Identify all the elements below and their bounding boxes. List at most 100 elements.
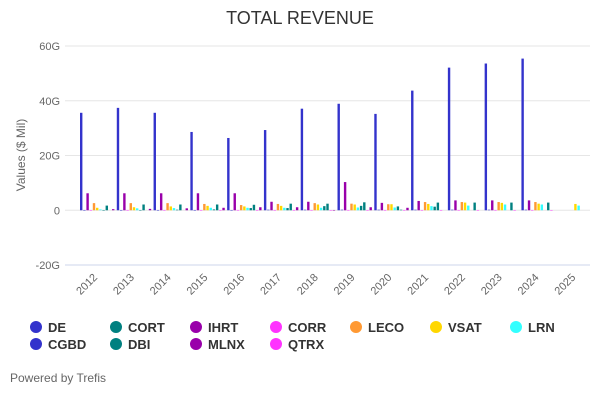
bar-qtrx-2018 <box>329 209 332 211</box>
bar-de-2020 <box>374 113 377 211</box>
bar-mlnx-2016 <box>259 207 262 211</box>
x-tick-label: 2020 <box>369 272 395 298</box>
bar-de-2018 <box>300 108 304 211</box>
x-tick-label: 2019 <box>332 272 358 298</box>
legend-item-vsat[interactable]: VSAT <box>430 320 482 335</box>
bar-dbi-2019 <box>359 205 363 211</box>
bar-dbi-2013 <box>139 209 142 211</box>
bar-vsat-2013 <box>132 207 136 211</box>
bar-cgbd-2019 <box>340 209 344 211</box>
bar-cort-2021 <box>436 202 440 211</box>
legend-marker-icon <box>510 321 522 333</box>
bar-leco-2016 <box>239 205 243 211</box>
bar-vsat-2018 <box>316 204 320 211</box>
legend-item-qtrx[interactable]: QTRX <box>270 337 324 352</box>
bar-lrn-2014 <box>172 208 176 211</box>
bar-cgbd-2020 <box>377 209 380 211</box>
bar-ihrt-2019 <box>343 182 347 211</box>
bar-de-2012 <box>80 112 83 211</box>
bar-cort-2013 <box>142 204 145 211</box>
legend-item-lrn[interactable]: LRN <box>510 320 555 335</box>
y-tick-label: 60G <box>39 41 60 53</box>
bar-leco-2018 <box>313 203 316 211</box>
bar-corr-2021 <box>420 209 424 211</box>
bar-cgbd-2021 <box>414 209 417 211</box>
bar-lrn-2025 <box>577 205 580 211</box>
bar-cgbd-2015 <box>193 209 196 211</box>
bar-lrn-2012 <box>99 209 102 211</box>
bar-cgbd-2013 <box>119 209 123 211</box>
bar-vsat-2020 <box>390 204 393 211</box>
bar-ihrt-2024 <box>527 200 531 211</box>
bar-de-2016 <box>227 137 230 211</box>
bar-lrn-2016 <box>246 207 249 211</box>
bar-dbi-2020 <box>396 206 400 211</box>
bar-vsat-2014 <box>169 206 172 211</box>
x-tick-label: 2021 <box>405 272 431 298</box>
legend-label: DE <box>48 320 67 335</box>
bar-mlnx-2015 <box>222 207 225 211</box>
bar-vsat-2019 <box>353 204 356 211</box>
legend-marker-icon <box>110 321 122 333</box>
bar-ihrt-2016 <box>233 193 236 211</box>
bar-cort-2012 <box>105 205 108 211</box>
legend-item-ihrt[interactable]: IHRT <box>190 320 238 335</box>
legend-item-corr[interactable]: CORR <box>270 320 326 335</box>
bar-vsat-2025 <box>574 203 577 211</box>
bar-cgbd-2018 <box>303 209 307 211</box>
bar-leco-2015 <box>203 203 206 211</box>
legend-item-mlnx[interactable]: MLNX <box>190 337 245 352</box>
bar-corr-2014 <box>163 209 166 211</box>
bar-vsat-2012 <box>96 207 99 211</box>
legend-item-de[interactable]: DE <box>30 320 66 335</box>
bar-mlnx-2013 <box>148 208 152 211</box>
bar-vsat-2021 <box>427 203 430 211</box>
bar-cort-2024 <box>547 202 550 211</box>
bar-de-2024 <box>521 58 524 211</box>
bar-qtrx-2016 <box>255 209 259 211</box>
bar-dbi-2012 <box>102 209 105 211</box>
bar-leco-2020 <box>387 204 390 211</box>
legend-item-leco[interactable]: LECO <box>350 320 404 335</box>
legend-marker-icon <box>30 321 42 333</box>
x-tick-label: 2024 <box>516 272 542 298</box>
bar-qtrx-2019 <box>366 209 369 211</box>
legend-marker-icon <box>30 338 42 350</box>
bar-corr-2018 <box>310 209 313 211</box>
x-tick-label: 2023 <box>479 272 505 298</box>
bar-de-2019 <box>337 103 340 211</box>
legend-item-dbi[interactable]: DBI <box>110 337 150 352</box>
y-tick-label: 20G <box>39 151 60 163</box>
bar-de-2017 <box>263 130 267 211</box>
bar-de-2021 <box>411 90 414 211</box>
powered-by-credit[interactable]: Powered by Trefis <box>10 371 107 385</box>
bar-qtrx-2024 <box>550 209 553 211</box>
bar-corr-2023 <box>494 209 497 211</box>
bar-vsat-2022 <box>463 202 467 211</box>
bar-mlnx-2019 <box>369 207 372 211</box>
legend-label: MLNX <box>208 337 245 352</box>
legend-label: LECO <box>368 320 405 335</box>
bar-qtrx-2022 <box>476 209 480 211</box>
bar-lrn-2023 <box>503 204 507 211</box>
bar-vsat-2017 <box>279 205 283 211</box>
bar-corr-2024 <box>531 209 534 211</box>
bar-dbi-2018 <box>323 206 326 211</box>
bar-corr-2012 <box>89 209 92 211</box>
x-tick-label: 2018 <box>295 272 321 298</box>
bar-leco-2013 <box>129 203 132 211</box>
legend-item-cgbd[interactable]: CGBD <box>30 337 86 352</box>
bar-mlnx-2014 <box>185 208 188 211</box>
bar-qtrx-2023 <box>513 209 516 211</box>
bar-leco-2012 <box>92 203 96 211</box>
legend-item-cort[interactable]: CORT <box>110 320 165 335</box>
bar-ihrt-2015 <box>196 193 200 211</box>
x-tick-label: 2013 <box>111 272 137 298</box>
bar-mlnx-2017 <box>295 207 299 211</box>
bar-corr-2013 <box>126 209 129 211</box>
bar-qtrx-2021 <box>439 209 443 211</box>
bar-leco-2022 <box>460 202 464 211</box>
bar-cort-2023 <box>510 202 513 211</box>
bar-vsat-2023 <box>500 202 504 211</box>
